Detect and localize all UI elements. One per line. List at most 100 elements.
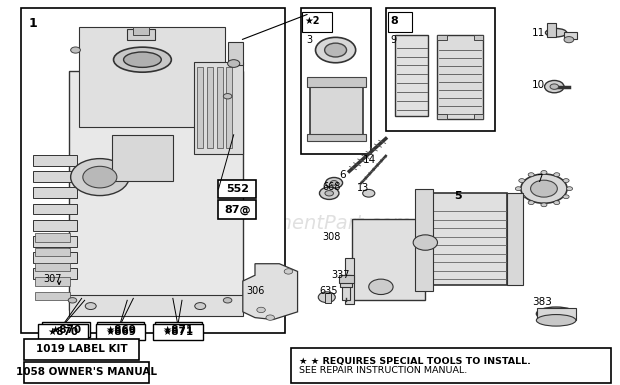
Bar bbox=[69, 71, 243, 310]
Circle shape bbox=[195, 303, 206, 310]
Bar bbox=[35, 233, 70, 242]
Text: ★870: ★870 bbox=[50, 325, 81, 335]
Bar bbox=[33, 171, 77, 182]
Circle shape bbox=[223, 298, 232, 303]
Circle shape bbox=[83, 166, 117, 188]
Text: 13: 13 bbox=[357, 183, 370, 193]
Circle shape bbox=[528, 201, 534, 204]
Text: 308: 308 bbox=[322, 232, 340, 242]
Text: 87@: 87@ bbox=[224, 204, 250, 214]
Text: 9: 9 bbox=[391, 35, 397, 45]
Circle shape bbox=[223, 94, 232, 99]
Circle shape bbox=[554, 173, 560, 177]
Circle shape bbox=[563, 179, 569, 182]
Text: 6: 6 bbox=[339, 170, 345, 180]
Circle shape bbox=[319, 187, 339, 199]
Circle shape bbox=[563, 195, 569, 199]
Circle shape bbox=[71, 47, 81, 53]
Circle shape bbox=[550, 84, 559, 89]
Text: 1: 1 bbox=[28, 17, 37, 30]
Circle shape bbox=[531, 180, 557, 197]
Bar bbox=[537, 308, 576, 320]
Bar bbox=[438, 35, 483, 119]
Text: ★ ★ REQUIRES SPECIAL TOOLS TO INSTALL.: ★ ★ REQUIRES SPECIAL TOOLS TO INSTALL. bbox=[299, 357, 531, 366]
Bar bbox=[386, 8, 495, 131]
Bar bbox=[474, 35, 483, 40]
Bar bbox=[24, 362, 149, 383]
Circle shape bbox=[541, 203, 547, 207]
Text: SEE REPAIR INSTRUCTION MANUAL.: SEE REPAIR INSTRUCTION MANUAL. bbox=[299, 367, 467, 375]
Text: 552: 552 bbox=[226, 184, 249, 194]
Circle shape bbox=[369, 279, 393, 295]
Text: ★869: ★869 bbox=[105, 327, 136, 337]
Text: ReplacementPart.com: ReplacementPart.com bbox=[195, 214, 412, 233]
Circle shape bbox=[326, 177, 343, 188]
Ellipse shape bbox=[536, 307, 576, 320]
Bar bbox=[310, 81, 363, 139]
Text: 10: 10 bbox=[532, 80, 545, 90]
Bar bbox=[474, 114, 483, 119]
Circle shape bbox=[330, 181, 338, 185]
Bar bbox=[33, 187, 77, 198]
Bar bbox=[33, 155, 77, 166]
Ellipse shape bbox=[123, 52, 161, 67]
Text: 383: 383 bbox=[532, 297, 552, 307]
Bar bbox=[35, 292, 70, 300]
Ellipse shape bbox=[536, 315, 576, 326]
Circle shape bbox=[325, 191, 334, 196]
Bar bbox=[207, 67, 213, 148]
Bar bbox=[24, 339, 140, 360]
Bar bbox=[42, 322, 89, 337]
Bar bbox=[133, 27, 149, 35]
Bar bbox=[33, 268, 77, 279]
Circle shape bbox=[316, 37, 356, 63]
Bar bbox=[97, 322, 144, 337]
Circle shape bbox=[567, 187, 572, 191]
Circle shape bbox=[519, 179, 525, 182]
Circle shape bbox=[68, 298, 77, 303]
Text: ★2: ★2 bbox=[304, 16, 320, 26]
Text: 7: 7 bbox=[536, 174, 542, 184]
Bar bbox=[33, 252, 77, 263]
Bar bbox=[153, 324, 203, 340]
Bar bbox=[345, 258, 354, 304]
Bar bbox=[218, 200, 256, 219]
Bar bbox=[301, 8, 371, 154]
Bar bbox=[95, 324, 146, 340]
Circle shape bbox=[228, 60, 240, 67]
Circle shape bbox=[284, 269, 293, 274]
Bar bbox=[197, 67, 203, 148]
Text: 635: 635 bbox=[319, 286, 338, 296]
Circle shape bbox=[86, 303, 96, 310]
Bar bbox=[112, 135, 173, 181]
Text: 307: 307 bbox=[43, 274, 62, 284]
Bar bbox=[507, 192, 523, 285]
Bar bbox=[395, 35, 428, 116]
Bar bbox=[216, 67, 223, 148]
Bar bbox=[35, 263, 70, 271]
Bar bbox=[325, 293, 331, 303]
Text: 1058 OWNER'S MANUAL: 1058 OWNER'S MANUAL bbox=[16, 368, 157, 377]
Circle shape bbox=[266, 315, 275, 320]
Circle shape bbox=[519, 195, 525, 199]
Bar bbox=[218, 180, 256, 198]
Ellipse shape bbox=[113, 47, 171, 72]
Bar bbox=[194, 62, 243, 154]
Circle shape bbox=[544, 80, 564, 93]
Circle shape bbox=[71, 159, 129, 196]
Text: 14: 14 bbox=[363, 155, 376, 165]
Bar bbox=[340, 275, 352, 287]
Text: ★871: ★871 bbox=[163, 325, 194, 335]
Circle shape bbox=[318, 292, 335, 303]
Polygon shape bbox=[243, 264, 298, 320]
Bar bbox=[438, 35, 446, 40]
Bar bbox=[69, 295, 243, 316]
Text: ★871: ★871 bbox=[162, 327, 193, 337]
Bar bbox=[415, 189, 433, 291]
Bar bbox=[38, 324, 88, 340]
Circle shape bbox=[554, 201, 560, 204]
Bar bbox=[339, 275, 353, 283]
Text: 668: 668 bbox=[322, 182, 340, 192]
Text: 3: 3 bbox=[306, 35, 312, 45]
Circle shape bbox=[363, 189, 375, 197]
